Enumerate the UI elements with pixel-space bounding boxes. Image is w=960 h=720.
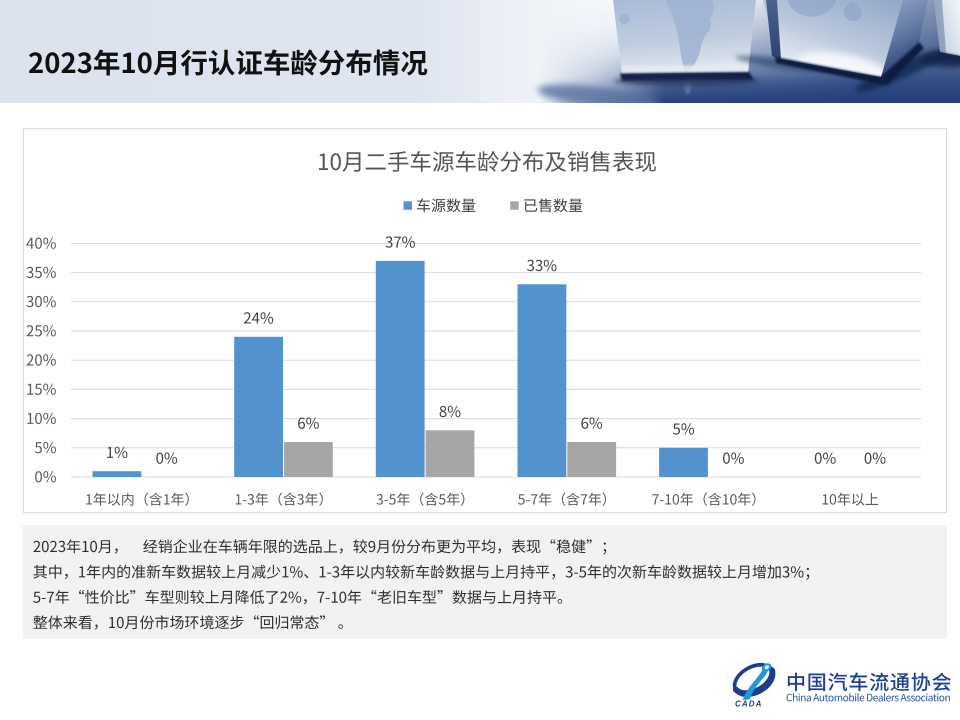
svg-text:CADA: CADA bbox=[735, 700, 763, 709]
